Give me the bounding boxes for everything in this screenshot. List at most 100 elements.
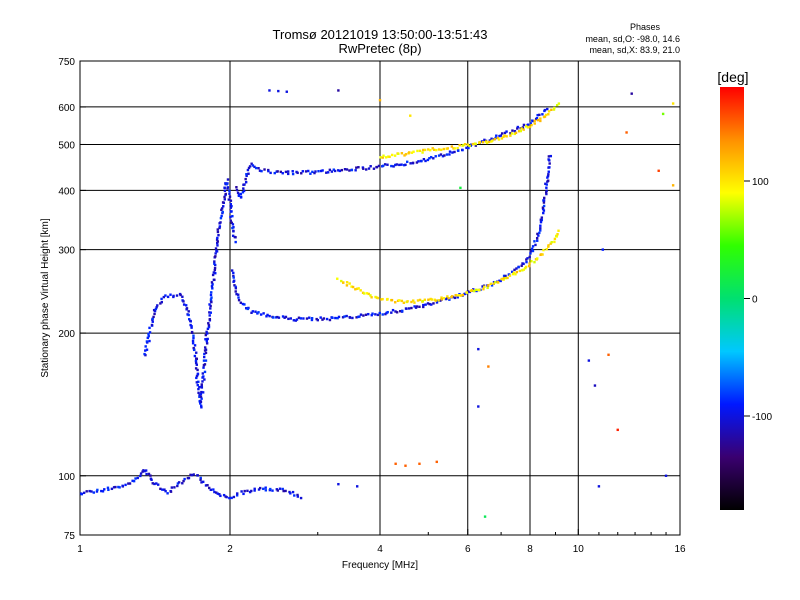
- data-point: [338, 169, 342, 173]
- data-point: [196, 383, 199, 387]
- data-point: [534, 243, 537, 247]
- data-point: [234, 287, 238, 290]
- data-point: [204, 348, 208, 351]
- data-point: [175, 294, 179, 297]
- data-point: [187, 313, 190, 317]
- data-point: [345, 284, 349, 287]
- data-point: [195, 376, 198, 380]
- data-point: [435, 148, 438, 152]
- data-point: [257, 488, 261, 491]
- data-point: [348, 316, 352, 319]
- data-point: [413, 301, 416, 304]
- data-point: [284, 315, 288, 319]
- data-point: [430, 298, 434, 301]
- data-point: [260, 169, 263, 173]
- data-point: [541, 253, 544, 256]
- data-point: [359, 313, 363, 316]
- data-point: [505, 130, 508, 133]
- data-point: [311, 170, 314, 174]
- data-point: [313, 171, 316, 175]
- data-point: [465, 146, 468, 150]
- data-point: [544, 113, 548, 117]
- x-tick-label: 8: [527, 544, 533, 555]
- data-point: [369, 294, 372, 297]
- data-point: [216, 241, 219, 245]
- data-point: [378, 311, 381, 315]
- data-point: [396, 299, 400, 303]
- data-point: [461, 148, 464, 152]
- data-point: [193, 354, 197, 358]
- data-point: [219, 494, 222, 498]
- y-axis-label: Stationary phase Virtual Height [km]: [40, 218, 51, 378]
- data-point: [328, 168, 332, 172]
- data-point: [236, 191, 240, 194]
- data-point: [441, 154, 445, 158]
- data-point: [357, 287, 360, 290]
- data-point: [232, 276, 235, 279]
- data-point: [370, 313, 373, 317]
- data-point: [391, 308, 395, 312]
- data-point: [343, 315, 346, 318]
- data-point: [538, 231, 541, 235]
- data-point: [212, 488, 215, 491]
- data-point: [539, 119, 542, 123]
- data-point: [503, 134, 506, 137]
- data-point: [553, 106, 556, 110]
- data-point: [503, 131, 507, 135]
- data-point: [225, 183, 228, 186]
- data-point: [195, 381, 199, 384]
- data-point: [176, 482, 180, 485]
- data-point: [533, 122, 536, 125]
- data-point: [519, 129, 523, 133]
- data-point: [211, 283, 214, 286]
- data-point: [447, 296, 450, 300]
- data-point: [459, 186, 462, 190]
- data-point: [237, 193, 241, 196]
- data-point: [213, 278, 216, 282]
- data-point: [286, 170, 290, 173]
- data-point: [520, 264, 523, 267]
- x-tick-label: 6: [465, 544, 471, 555]
- data-point: [200, 385, 203, 388]
- data-point: [198, 394, 201, 397]
- data-point: [464, 292, 467, 295]
- data-point: [247, 166, 251, 170]
- data-point: [207, 325, 211, 329]
- data-point: [404, 163, 407, 167]
- data-point: [529, 122, 532, 125]
- data-point: [500, 132, 504, 135]
- data-point: [407, 151, 411, 154]
- data-point: [516, 125, 520, 129]
- data-point: [199, 404, 203, 408]
- data-point: [228, 195, 232, 198]
- data-point: [229, 202, 233, 206]
- data-point: [426, 158, 430, 162]
- data-point: [229, 215, 232, 219]
- data-point: [319, 316, 322, 319]
- data-point: [587, 359, 591, 362]
- data-point: [451, 295, 454, 298]
- data-point: [141, 470, 144, 473]
- data-point: [92, 491, 95, 494]
- data-point: [195, 357, 199, 361]
- data-point: [291, 170, 294, 173]
- data-point: [276, 170, 279, 173]
- data-point: [234, 285, 237, 289]
- data-point: [291, 490, 295, 494]
- data-point: [528, 255, 531, 259]
- data-point: [196, 368, 199, 372]
- data-point: [409, 162, 412, 165]
- data-point: [314, 170, 317, 173]
- data-point: [386, 310, 389, 314]
- data-point: [522, 123, 526, 127]
- data-point: [412, 299, 415, 302]
- data-point: [362, 167, 365, 170]
- data-point: [351, 316, 354, 320]
- data-point: [403, 163, 406, 167]
- data-point: [145, 340, 149, 343]
- data-point: [220, 208, 223, 212]
- data-point: [483, 138, 486, 142]
- data-point: [210, 281, 214, 284]
- data-point: [529, 249, 533, 253]
- data-point: [232, 495, 236, 499]
